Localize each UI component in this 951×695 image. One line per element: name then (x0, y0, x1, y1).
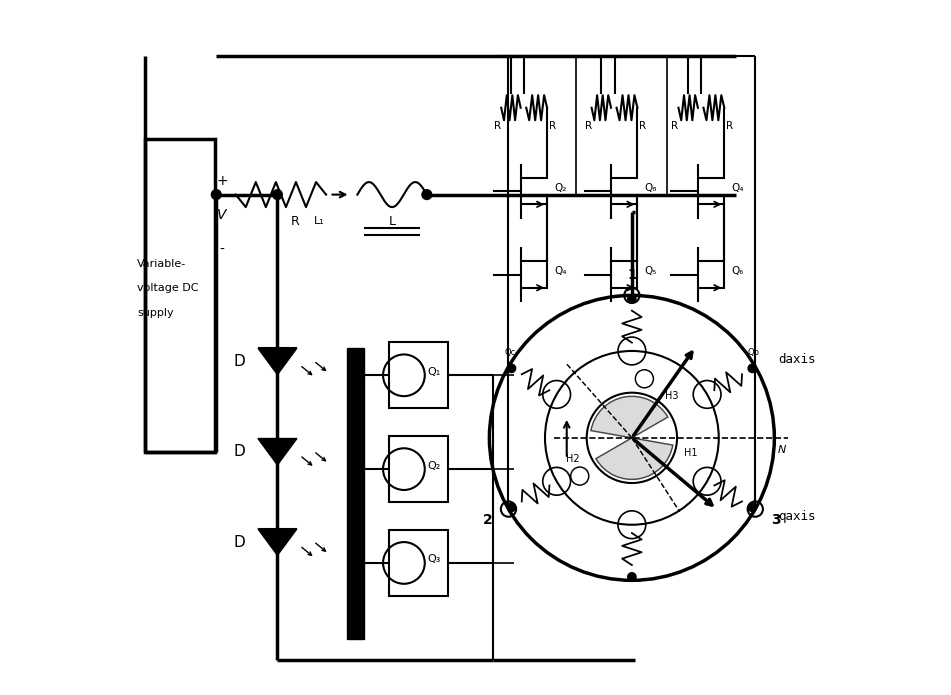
Text: R: R (549, 120, 556, 131)
Text: Q₄: Q₄ (554, 266, 567, 276)
Text: Q₈: Q₈ (645, 183, 657, 193)
Text: Q₂: Q₂ (427, 461, 440, 471)
Text: Variable-: Variable- (137, 259, 186, 269)
Text: +: + (216, 174, 227, 188)
Text: H2: H2 (566, 454, 579, 464)
Text: 3: 3 (771, 512, 781, 527)
Text: D: D (233, 534, 245, 550)
Text: qaxis: qaxis (778, 509, 815, 523)
Wedge shape (596, 438, 672, 480)
Text: Q₅: Q₅ (645, 266, 657, 276)
Text: L: L (389, 215, 396, 227)
Text: R: R (495, 120, 501, 131)
Text: R: R (290, 215, 300, 227)
Text: Qb: Qb (747, 348, 759, 357)
Text: -: - (220, 243, 224, 257)
Bar (389, 343, 448, 408)
Text: L₁: L₁ (314, 216, 324, 226)
Circle shape (273, 190, 282, 199)
Text: supply: supply (137, 308, 174, 318)
Text: H3: H3 (666, 391, 679, 401)
Polygon shape (258, 529, 297, 555)
Circle shape (422, 190, 432, 199)
Circle shape (748, 503, 756, 512)
Text: N: N (778, 445, 786, 455)
Bar (389, 530, 448, 596)
Circle shape (507, 364, 515, 373)
Wedge shape (591, 396, 668, 438)
Text: Qc: Qc (505, 348, 516, 357)
Polygon shape (258, 439, 297, 465)
Circle shape (628, 295, 636, 303)
Circle shape (507, 503, 515, 512)
Bar (146, 139, 215, 452)
Circle shape (748, 364, 756, 373)
Bar (389, 436, 448, 502)
Polygon shape (258, 348, 297, 375)
Text: H1: H1 (684, 448, 697, 458)
Text: voltage DC: voltage DC (137, 284, 199, 293)
Text: R: R (727, 120, 733, 131)
Bar (347, 348, 364, 639)
Text: Q₁: Q₁ (427, 367, 440, 377)
Text: 2: 2 (483, 512, 493, 527)
Text: Q₄: Q₄ (731, 183, 744, 193)
Text: R: R (671, 120, 678, 131)
Text: Q₃: Q₃ (427, 555, 440, 564)
Text: D: D (233, 444, 245, 459)
Circle shape (211, 190, 222, 199)
Text: D: D (233, 354, 245, 369)
Circle shape (628, 573, 636, 581)
Text: R: R (639, 120, 647, 131)
Text: R: R (585, 120, 592, 131)
Text: daxis: daxis (778, 353, 815, 366)
Text: Q₆: Q₆ (731, 266, 744, 276)
Text: V: V (217, 208, 226, 222)
Text: Q₂: Q₂ (554, 183, 567, 193)
Text: 1: 1 (627, 268, 637, 281)
